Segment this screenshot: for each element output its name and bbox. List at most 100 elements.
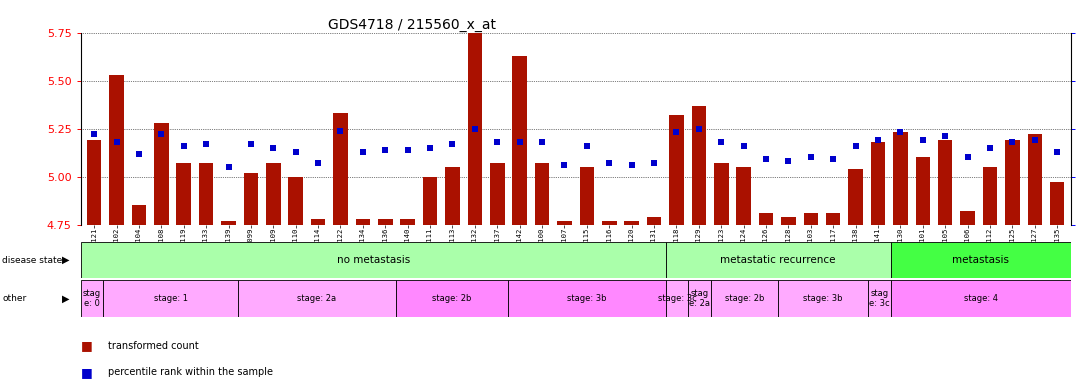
Point (377, 147, 394, 153)
Text: transformed count: transformed count (108, 341, 198, 351)
Point (646, 160, 663, 166)
Point (399, 147, 416, 153)
Text: stage: 2b: stage: 2b (433, 294, 471, 303)
Bar (508, 280, 666, 317)
Text: stage: 1: stage: 1 (154, 294, 187, 303)
Bar (714, 163, 728, 225)
Bar (87, 140, 101, 225)
Text: ▶: ▶ (62, 255, 70, 265)
Point (466, 126, 483, 132)
Point (936, 133, 953, 139)
Point (153, 131, 170, 137)
Text: other: other (2, 294, 27, 303)
Bar (334, 113, 348, 225)
Bar (848, 169, 863, 225)
Point (869, 137, 887, 143)
Bar (378, 219, 393, 225)
Text: stage: 3b: stage: 3b (567, 294, 607, 303)
Point (422, 145, 439, 151)
Bar (982, 167, 997, 225)
Point (1049, 149, 1066, 155)
Bar (445, 167, 459, 225)
Point (915, 137, 932, 143)
Text: ▶: ▶ (62, 293, 70, 304)
Bar (689, 280, 710, 317)
Text: ■: ■ (81, 339, 93, 352)
Bar (103, 280, 238, 317)
Bar (1005, 140, 1020, 225)
Text: stage: 2a: stage: 2a (297, 294, 337, 303)
Bar (891, 280, 1071, 317)
Point (130, 151, 147, 157)
Bar (1050, 182, 1064, 225)
Text: stage: 2b: stage: 2b (725, 294, 764, 303)
Text: metastatic recurrence: metastatic recurrence (721, 255, 836, 265)
Bar (960, 211, 975, 225)
Bar (81, 280, 103, 317)
Point (265, 145, 282, 151)
Text: stage: 3b: stage: 3b (804, 294, 843, 303)
Bar (666, 280, 689, 317)
Point (242, 141, 259, 147)
Point (735, 143, 752, 149)
Text: no metastasis: no metastasis (337, 255, 410, 265)
Point (803, 154, 820, 161)
Bar (759, 213, 774, 225)
Point (690, 126, 707, 132)
Bar (355, 219, 370, 225)
Bar (804, 213, 818, 225)
Point (847, 143, 864, 149)
Text: metastasis: metastasis (952, 255, 1009, 265)
Bar (512, 56, 527, 225)
Bar (601, 221, 617, 225)
Bar (669, 115, 683, 225)
Bar (396, 280, 508, 317)
Bar (1028, 134, 1042, 225)
Point (331, 127, 349, 134)
Point (600, 160, 618, 166)
Bar (238, 280, 396, 317)
Point (354, 149, 371, 155)
Point (1027, 137, 1044, 143)
Point (578, 143, 595, 149)
Bar (666, 242, 891, 278)
Text: stage: 4: stage: 4 (964, 294, 997, 303)
Text: ■: ■ (81, 366, 93, 379)
Point (892, 129, 909, 136)
Point (287, 149, 305, 155)
Bar (710, 280, 778, 317)
Point (959, 154, 976, 161)
Bar (288, 177, 303, 225)
Point (981, 145, 999, 151)
Bar (311, 219, 325, 225)
Bar (557, 221, 571, 225)
Bar (647, 217, 662, 225)
Point (175, 143, 193, 149)
Point (712, 139, 730, 145)
Bar (938, 140, 952, 225)
Bar (891, 242, 1071, 278)
Text: stag
e: 0: stag e: 0 (83, 289, 101, 308)
Point (1004, 139, 1021, 145)
Bar (154, 123, 169, 225)
Text: stag
e: 2a: stag e: 2a (689, 289, 710, 308)
Point (310, 160, 327, 166)
Point (198, 141, 215, 147)
Bar (110, 75, 124, 225)
Point (623, 162, 640, 168)
Bar (692, 106, 706, 225)
Bar (490, 163, 505, 225)
Bar (131, 205, 146, 225)
Point (85, 131, 102, 137)
Text: GDS4718 / 215560_x_at: GDS4718 / 215560_x_at (328, 18, 496, 31)
Text: percentile rank within the sample: percentile rank within the sample (108, 367, 272, 377)
Point (556, 162, 574, 168)
Bar (266, 163, 281, 225)
Bar (826, 213, 840, 225)
Bar (400, 219, 415, 225)
Text: stage: 3c: stage: 3c (657, 294, 696, 303)
Bar (624, 221, 639, 225)
Point (534, 139, 551, 145)
Bar (535, 163, 550, 225)
Bar (778, 280, 868, 317)
